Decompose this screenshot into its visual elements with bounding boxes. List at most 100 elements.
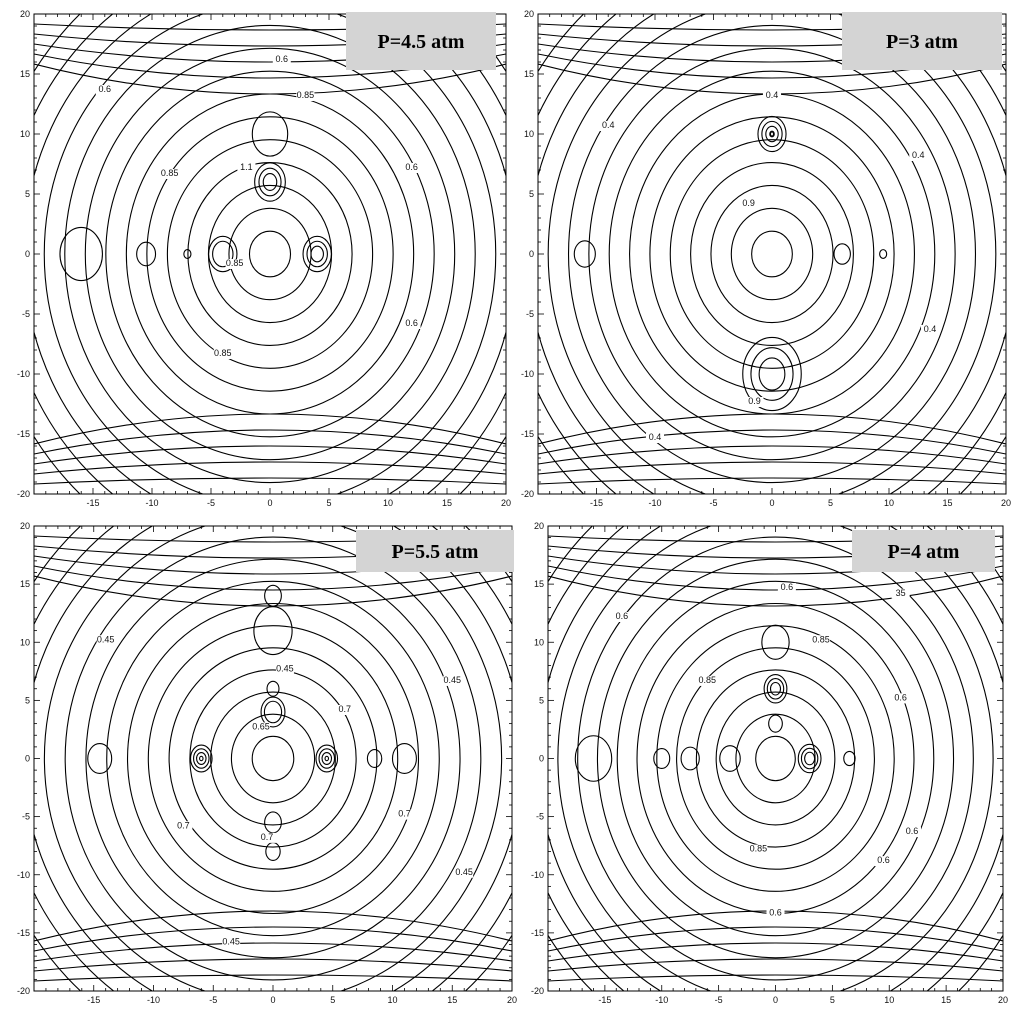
contour-label: 0.6 [405, 318, 418, 328]
extremum-contour [137, 242, 156, 266]
contour-line [657, 626, 894, 892]
y-tick-label: -15 [17, 928, 30, 938]
y-tick-label: 10 [534, 637, 544, 647]
contour-label: 0.45 [276, 663, 294, 673]
contour-label: 0.85 [698, 675, 716, 685]
pressure-label: P=4.5 atm [378, 31, 465, 53]
contour-panel-4: 0.6350.60.850.850.60.850.60.60.6-15-10-5… [514, 520, 1019, 1025]
extremum-contour [325, 756, 328, 760]
contour-label: 0.85 [226, 258, 244, 268]
contour-label: 0.6 [616, 611, 629, 621]
contour-label: 35 [896, 588, 906, 598]
y-tick-label: -5 [22, 812, 30, 822]
contour-line [716, 692, 835, 825]
contour-label: 0.6 [769, 907, 782, 917]
contour-line [597, 559, 953, 958]
contour-line [107, 581, 440, 935]
y-tick-label: 0 [539, 754, 544, 764]
contour-label: 0.45 [97, 634, 115, 644]
extremum-contour [770, 682, 780, 695]
contour-line [3, 0, 537, 551]
y-tick-label: 15 [524, 69, 534, 79]
x-tick-label: 15 [942, 498, 952, 508]
y-tick-label: 10 [524, 129, 534, 139]
y-tick-label: -15 [531, 928, 544, 938]
extremum-contour [393, 744, 417, 774]
contour-label: 0.7 [261, 832, 274, 842]
y-tick-label: -10 [531, 870, 544, 880]
contour-line [589, 48, 955, 459]
plot-frame [548, 526, 1003, 991]
extremum-contour [263, 174, 276, 191]
contour-line [229, 208, 311, 299]
contour-label: 0.6 [894, 692, 907, 702]
contour-line [34, 462, 506, 474]
y-tick-label: 5 [539, 695, 544, 705]
contour-line [208, 185, 331, 322]
contour-label: 0.6 [906, 826, 919, 836]
contour-line [538, 414, 1006, 444]
y-tick-label: 15 [20, 69, 30, 79]
extremum-contour [767, 679, 783, 699]
contour-line [558, 515, 993, 1002]
contour-label: 0.4 [649, 432, 662, 442]
contour-label: 0.65 [252, 721, 270, 731]
x-tick-label: 0 [769, 498, 774, 508]
y-tick-label: -5 [536, 812, 544, 822]
extremum-contour [267, 681, 279, 696]
contour-label: 0.85 [161, 168, 179, 178]
contour-line [24, 0, 517, 528]
y-tick-label: -15 [521, 429, 534, 439]
extremum-contour [319, 749, 334, 768]
contour-line [711, 185, 833, 322]
extremum-contour [880, 250, 887, 259]
x-tick-label: -5 [709, 498, 717, 508]
x-tick-label: -10 [648, 498, 661, 508]
contour-line [538, 446, 1006, 464]
contour-label: 0.9 [748, 396, 761, 406]
pressure-label: P=5.5 atm [392, 541, 479, 563]
contour-panel-3: 0.450.450.450.70.650.70.70.70.450.45-15-… [0, 520, 538, 1025]
contour-line [249, 231, 290, 277]
extremum-contour [266, 843, 280, 861]
extremum-contour [88, 744, 112, 774]
extremum-contour [197, 753, 206, 765]
contour-label: 0.6 [877, 855, 890, 865]
contour-line [548, 959, 1003, 971]
y-tick-label: 0 [529, 249, 534, 259]
contour-line [126, 94, 413, 414]
x-tick-label: 10 [383, 498, 393, 508]
y-tick-label: 20 [524, 9, 534, 19]
y-tick-label: 10 [20, 129, 30, 139]
contour-label: 0.85 [214, 348, 232, 358]
y-tick-label: 0 [25, 754, 30, 764]
x-tick-label: 5 [828, 498, 833, 508]
extremum-contour [60, 227, 102, 280]
extremum-contour [762, 121, 782, 146]
pressure-label: P=3 atm [886, 31, 958, 53]
contour-label: 0.85 [812, 634, 830, 644]
extremum-contour [264, 701, 281, 723]
contour-label: 0.7 [338, 704, 351, 714]
y-tick-label: -10 [17, 369, 30, 379]
contour-label: 0.6 [405, 162, 418, 172]
extremum-contour [771, 132, 774, 136]
x-tick-label: 5 [326, 498, 331, 508]
contour-label: 0.9 [742, 198, 755, 208]
extremum-contour [252, 112, 287, 156]
extremum-contour [844, 751, 855, 765]
contour-label: 0.7 [177, 820, 190, 830]
y-tick-label: -10 [521, 369, 534, 379]
contour-label: 0.45 [455, 867, 473, 877]
contour-line [128, 604, 419, 914]
contour-line [34, 414, 506, 444]
contour-line [34, 446, 506, 464]
extremum-contour [720, 746, 740, 772]
extremum-contour [367, 750, 381, 768]
contour-label: 0.45 [443, 675, 461, 685]
y-tick-label: 5 [25, 695, 30, 705]
contour-line [34, 430, 506, 454]
